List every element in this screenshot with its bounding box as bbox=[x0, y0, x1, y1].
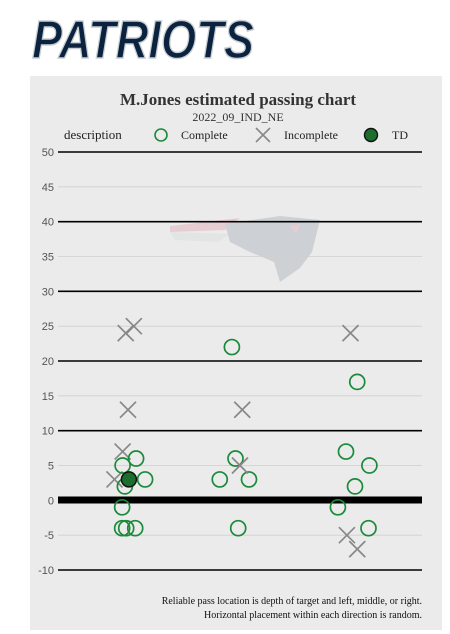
point-complete bbox=[329, 498, 347, 516]
point-complete bbox=[126, 519, 144, 537]
y-tick-label: 20 bbox=[42, 356, 54, 368]
point-complete bbox=[361, 457, 378, 474]
point-complete bbox=[223, 338, 241, 356]
y-tick-label: 0 bbox=[48, 495, 54, 507]
point-incomplete bbox=[231, 456, 249, 475]
legend-complete-marker bbox=[154, 128, 168, 142]
point-incomplete bbox=[233, 401, 251, 419]
point-complete bbox=[113, 519, 131, 537]
point-complete bbox=[117, 519, 135, 537]
point-complete bbox=[346, 478, 364, 495]
legend: description Complete Incomplete TD bbox=[64, 127, 408, 143]
point-complete bbox=[360, 519, 377, 537]
point-incomplete bbox=[125, 317, 143, 335]
y-tick-label: 10 bbox=[42, 426, 54, 438]
point-complete bbox=[211, 471, 229, 488]
y-tick-label: 35 bbox=[42, 252, 54, 264]
legend-incomplete-marker bbox=[255, 127, 271, 143]
caption-line-2: Horizontal placement within each directi… bbox=[204, 610, 422, 621]
patriots-watermark-icon bbox=[170, 216, 320, 282]
caption-line-1: Reliable pass location is depth of targe… bbox=[162, 596, 422, 607]
y-tick-label: -5 bbox=[44, 530, 54, 542]
chart-subtitle: 2022_09_IND_NE bbox=[192, 110, 283, 124]
point-incomplete bbox=[119, 401, 137, 419]
point-complete bbox=[229, 519, 247, 537]
point-complete bbox=[113, 498, 131, 516]
point-complete bbox=[136, 471, 154, 488]
legend-title: description bbox=[64, 127, 122, 142]
y-tick-label: -10 bbox=[38, 565, 54, 577]
legend-complete-label: Complete bbox=[181, 128, 228, 142]
point-complete bbox=[337, 443, 355, 460]
point-complete bbox=[114, 457, 131, 474]
passing-chart: M.Jones estimated passing chart 2022_09_… bbox=[38, 90, 422, 621]
logo-wordmark: PATRIOTS bbox=[32, 10, 254, 70]
point-complete bbox=[240, 471, 258, 488]
pass-points bbox=[105, 317, 378, 558]
y-tick-label: 45 bbox=[42, 182, 54, 194]
y-tick-label: 25 bbox=[42, 321, 54, 333]
legend-td-marker bbox=[363, 127, 379, 143]
legend-incomplete-label: Incomplete bbox=[284, 128, 338, 142]
y-tick-label: 50 bbox=[42, 147, 54, 159]
y-tick-label: 40 bbox=[42, 217, 54, 229]
point-incomplete bbox=[338, 526, 356, 544]
point-incomplete bbox=[348, 540, 366, 558]
chart-title: M.Jones estimated passing chart bbox=[120, 90, 356, 109]
legend-td-label: TD bbox=[392, 128, 408, 142]
chart-panel: M.Jones estimated passing chart 2022_09_… bbox=[30, 76, 442, 630]
point-complete bbox=[227, 450, 244, 467]
point-incomplete bbox=[341, 324, 360, 342]
patriots-logo: PATRIOTS bbox=[31, 9, 255, 71]
point-complete bbox=[348, 373, 366, 391]
y-gridlines bbox=[58, 151, 422, 571]
point-incomplete bbox=[105, 470, 124, 489]
point-complete bbox=[127, 450, 145, 467]
y-tick-label: 5 bbox=[48, 461, 54, 473]
y-tick-label: 15 bbox=[42, 391, 54, 403]
y-tick-labels: -10 -5 0 5 10 15 20 25 30 35 40 45 50 bbox=[38, 147, 54, 577]
y-tick-label: 30 bbox=[42, 286, 54, 298]
point-td bbox=[120, 471, 138, 488]
